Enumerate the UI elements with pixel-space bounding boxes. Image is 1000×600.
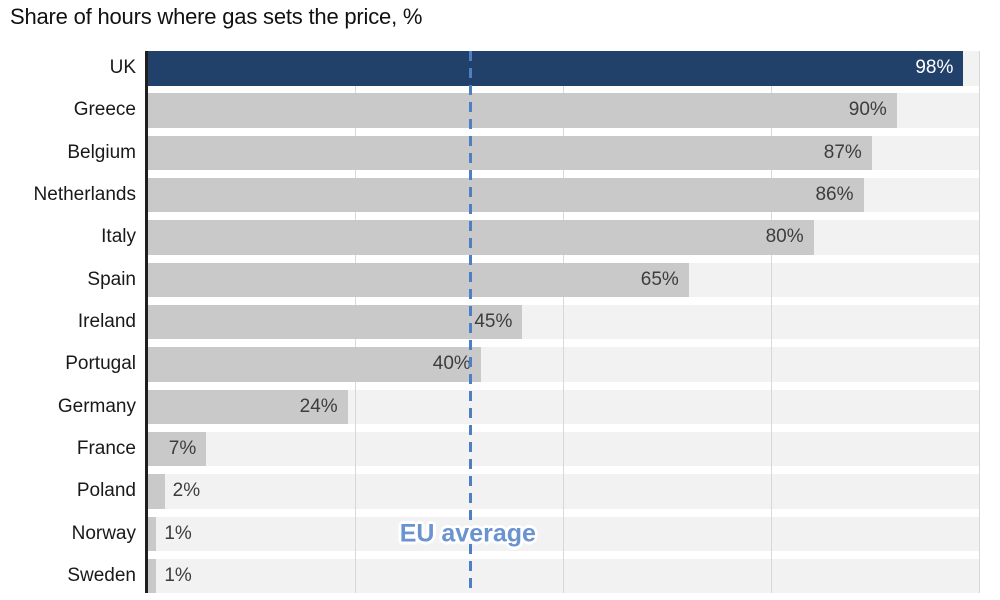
category-label-germany: Germany (57, 395, 136, 417)
value-label: 7% (168, 437, 197, 459)
category-label-netherlands: Netherlands (33, 183, 136, 205)
row-band (148, 558, 980, 594)
category-label-belgium: Belgium (67, 141, 136, 163)
eu-average-line (469, 51, 473, 593)
category-label-greece: Greece (73, 99, 136, 121)
category-label-ireland: Ireland (77, 310, 136, 332)
bar-uk (148, 51, 964, 86)
category-label-uk: UK (109, 57, 136, 78)
bar-norway (148, 516, 157, 552)
value-label: 1% (164, 564, 192, 586)
value-label: 65% (640, 268, 679, 290)
category-label-poland: Poland (76, 480, 136, 502)
category-label-norway: Norway (71, 522, 136, 544)
gridline-50pct (563, 51, 564, 593)
bar-netherlands (148, 177, 864, 213)
bar-ireland (148, 304, 523, 340)
bar-portugal (148, 347, 481, 382)
value-label: 40% (432, 353, 471, 375)
y-axis-line (145, 51, 148, 593)
bar-sweden (148, 558, 157, 594)
plot-area: 98% 90% 87% 86% 80% 65% 45% 40% 24% 7% 2% 1% 1% (148, 51, 980, 594)
eu-average-label: EU average (399, 519, 536, 548)
category-label-spain: Spain (87, 268, 136, 290)
row-band (148, 431, 980, 467)
category-label-italy: Italy (101, 226, 136, 248)
category-label-france: France (76, 437, 136, 459)
bar-belgium (148, 135, 872, 171)
bar-greece (148, 93, 897, 128)
row-band (148, 516, 980, 552)
value-label: 1% (164, 522, 192, 544)
bar-france (148, 431, 207, 467)
value-label: 80% (765, 226, 804, 248)
value-label: 45% (474, 310, 513, 332)
category-label-portugal: Portugal (65, 353, 136, 375)
gridline-75pct (771, 51, 772, 593)
bar-germany (148, 389, 348, 425)
value-label: 87% (823, 141, 862, 163)
value-label: 24% (299, 395, 338, 417)
value-label: 86% (815, 183, 854, 205)
category-label-sweden: Sweden (67, 564, 136, 586)
bar-poland (148, 474, 165, 509)
row-band (148, 474, 980, 509)
chart-title: Share of hours where gas sets the price,… (10, 4, 423, 29)
bar-spain (148, 262, 689, 298)
value-label: 90% (848, 99, 887, 121)
bar-italy (148, 220, 814, 255)
value-label: 98% (915, 57, 954, 78)
gridline-100pct (979, 51, 980, 593)
value-label: 2% (172, 480, 201, 502)
